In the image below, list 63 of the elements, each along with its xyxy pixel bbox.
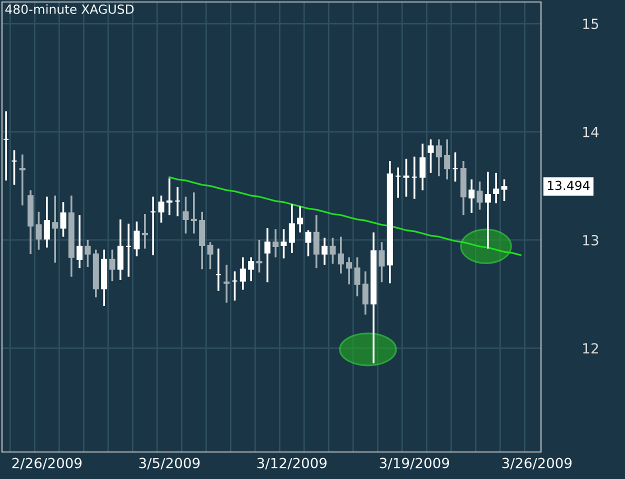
candlestick	[215, 248, 222, 292]
y-tick-label: 14	[583, 126, 599, 138]
chart-title: 480-minute XAGUSD	[5, 4, 134, 14]
candlestick	[190, 191, 197, 234]
candlestick	[126, 222, 132, 278]
x-tick-label: 3/5/2009	[139, 458, 200, 470]
candlestick	[36, 210, 42, 251]
candlestick	[166, 177, 172, 216]
candlestick	[92, 248, 99, 298]
candlestick	[493, 172, 500, 204]
candlestick	[288, 203, 295, 254]
candlestick	[272, 228, 279, 258]
candlestick	[444, 138, 450, 180]
x-tick-label: 2/26/2009	[12, 458, 82, 470]
candlestick	[460, 160, 466, 216]
candlestick	[346, 256, 352, 286]
x-tick-label: 3/26/2009	[502, 458, 572, 470]
y-tick-label: 12	[583, 343, 598, 354]
candlestick	[109, 248, 116, 282]
candlestick	[420, 142, 426, 192]
candlestick	[19, 154, 26, 206]
candlestick	[452, 151, 458, 182]
candlestick	[322, 236, 328, 266]
candlestick	[354, 256, 360, 298]
candlestick	[224, 264, 230, 304]
candlestick	[28, 189, 34, 255]
candlestick	[484, 170, 491, 250]
candlestick	[52, 194, 58, 264]
candlestick	[68, 194, 74, 278]
candlestick	[280, 228, 287, 260]
candlestick	[362, 270, 368, 316]
candlestick	[142, 213, 148, 250]
y-tick-label: 13	[583, 234, 598, 246]
candlestick	[174, 186, 181, 218]
x-tick-label: 3/12/2009	[257, 458, 327, 470]
candlestick	[468, 178, 475, 214]
x-tick-label: 3/19/2009	[380, 458, 450, 470]
candlestick	[76, 214, 83, 270]
candlestick	[264, 227, 270, 284]
candlestick	[199, 210, 206, 270]
candlestick	[411, 156, 418, 200]
candlestick	[240, 256, 246, 291]
candlestick	[386, 160, 393, 284]
candlestick	[297, 206, 304, 234]
candlestick	[11, 149, 18, 186]
candlestick	[436, 138, 442, 178]
candlestick	[248, 256, 254, 282]
line-series	[168, 176, 522, 256]
candlestick	[182, 196, 189, 234]
candlestick	[338, 236, 344, 274]
candlestick	[232, 270, 238, 302]
candlestick	[3, 110, 10, 182]
y-tick-label: 15	[583, 18, 598, 30]
candlestick	[101, 248, 108, 307]
candlestick	[117, 218, 124, 281]
candlestick	[370, 232, 377, 364]
candlestick	[44, 196, 50, 248]
candlestick	[395, 166, 402, 199]
candlestick	[313, 214, 320, 270]
candlestick	[150, 196, 156, 256]
text: 13.494	[548, 180, 590, 190]
candlestick	[403, 158, 410, 198]
candlestick	[256, 239, 262, 274]
